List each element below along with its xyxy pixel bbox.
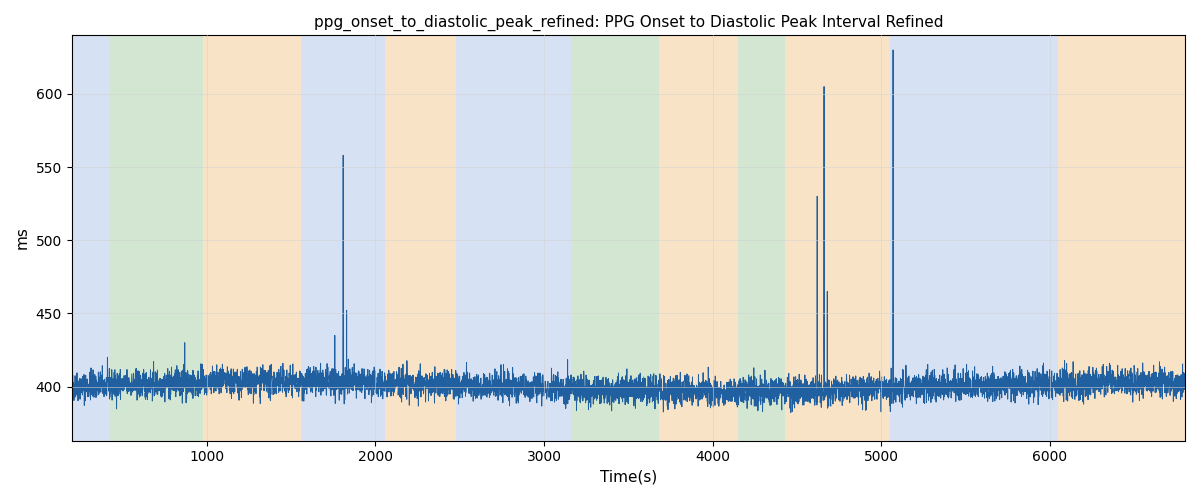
Bar — [203, 36, 301, 440]
Bar — [385, 36, 456, 440]
Bar — [571, 36, 659, 440]
Bar — [738, 36, 785, 440]
Bar — [72, 36, 110, 440]
Y-axis label: ms: ms — [16, 226, 30, 250]
X-axis label: Time(s): Time(s) — [600, 470, 656, 485]
Bar — [1058, 36, 1186, 440]
Bar — [456, 36, 571, 440]
Title: ppg_onset_to_diastolic_peak_refined: PPG Onset to Diastolic Peak Interval Refine: ppg_onset_to_diastolic_peak_refined: PPG… — [313, 15, 943, 31]
Bar — [301, 36, 385, 440]
Bar — [110, 36, 203, 440]
Bar — [889, 36, 1058, 440]
Bar — [659, 36, 738, 440]
Bar — [785, 36, 889, 440]
